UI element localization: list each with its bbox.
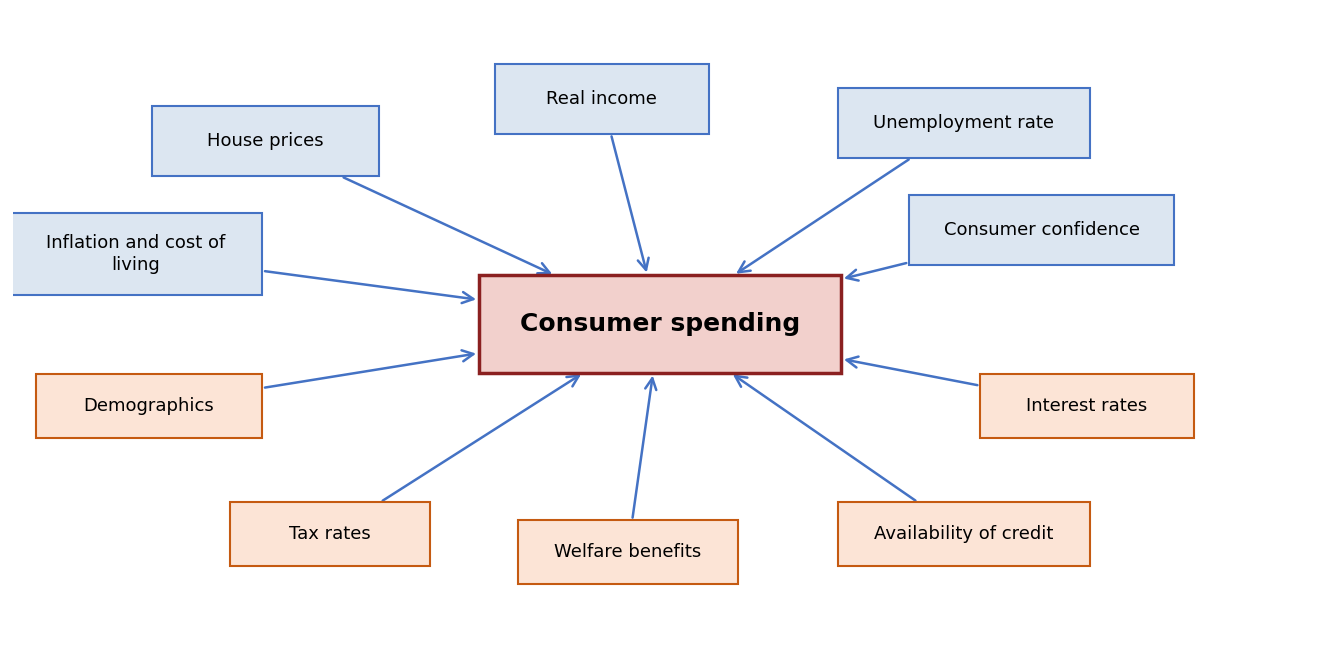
- FancyBboxPatch shape: [517, 520, 738, 584]
- FancyBboxPatch shape: [495, 64, 709, 133]
- Text: House prices: House prices: [207, 132, 323, 150]
- Text: Interest rates: Interest rates: [1026, 397, 1147, 415]
- FancyBboxPatch shape: [909, 194, 1175, 264]
- FancyBboxPatch shape: [36, 375, 263, 438]
- Text: Availability of credit: Availability of credit: [874, 525, 1053, 543]
- Text: Unemployment rate: Unemployment rate: [874, 114, 1055, 132]
- Text: Tax rates: Tax rates: [289, 525, 371, 543]
- Text: Consumer spending: Consumer spending: [520, 312, 800, 336]
- Text: Consumer confidence: Consumer confidence: [944, 220, 1139, 238]
- Text: Welfare benefits: Welfare benefits: [554, 544, 701, 561]
- FancyBboxPatch shape: [152, 106, 379, 176]
- Text: Demographics: Demographics: [83, 397, 214, 415]
- Text: Real income: Real income: [546, 89, 657, 108]
- FancyBboxPatch shape: [11, 213, 263, 295]
- FancyBboxPatch shape: [838, 502, 1090, 566]
- FancyBboxPatch shape: [981, 375, 1193, 438]
- FancyBboxPatch shape: [838, 88, 1090, 158]
- Text: Inflation and cost of
living: Inflation and cost of living: [46, 234, 226, 274]
- FancyBboxPatch shape: [479, 275, 841, 373]
- FancyBboxPatch shape: [230, 502, 430, 566]
